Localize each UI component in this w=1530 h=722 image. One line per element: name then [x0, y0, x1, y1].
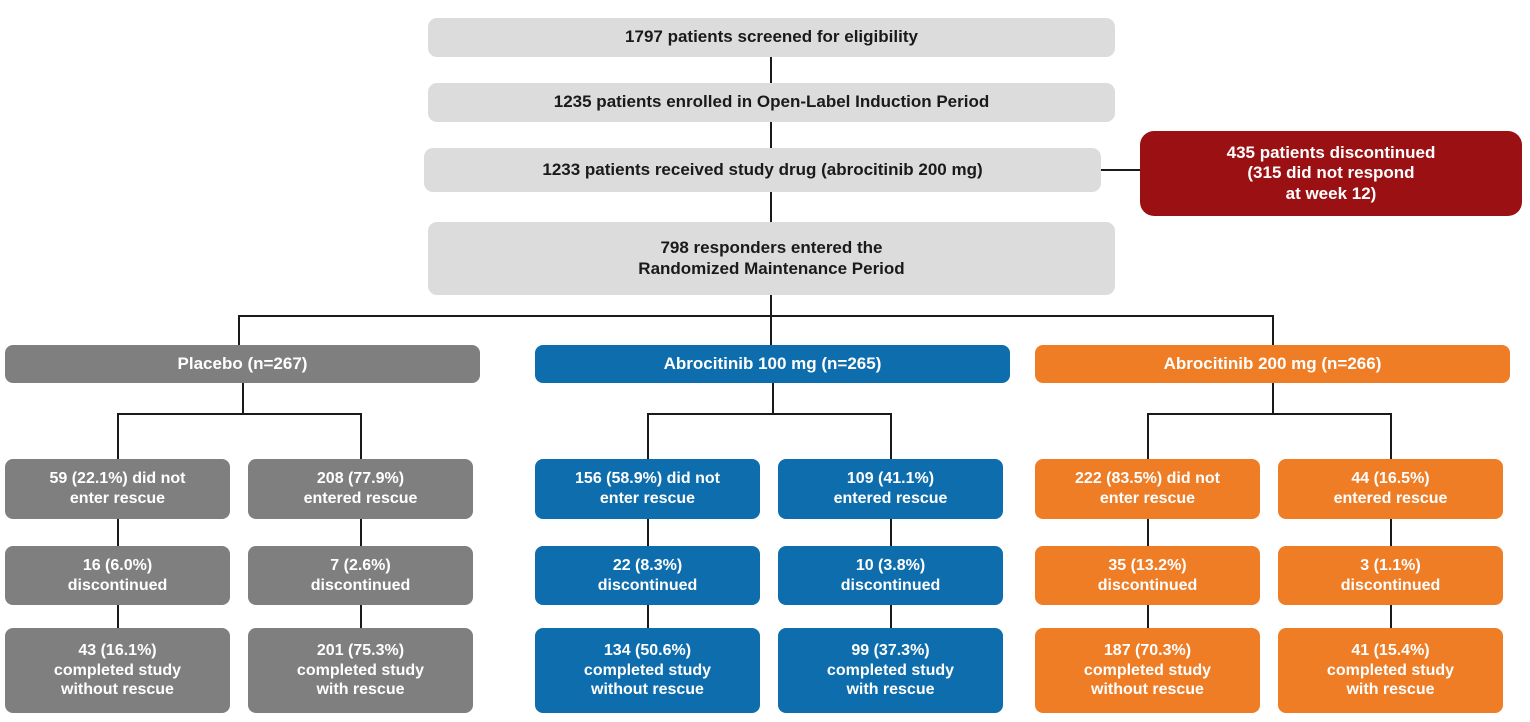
connector-line — [890, 413, 892, 459]
arm-header-abrocitinib-100: Abrocitinib 100 mg (n=265) — [535, 345, 1010, 383]
connector-line — [1147, 413, 1149, 459]
connector-line — [117, 519, 119, 546]
abrocitinib-200-no-rescue-discontinued-box: 35 (13.2%) discontinued — [1035, 546, 1260, 605]
abrocitinib-100-no-rescue-box: 156 (58.9%) did not enter rescue — [535, 459, 760, 519]
connector-line — [1390, 519, 1392, 546]
abrocitinib-200-completed-with-rescue-box: 41 (15.4%) completed study with rescue — [1278, 628, 1503, 713]
arm-header-placebo: Placebo (n=267) — [5, 345, 480, 383]
connector-line — [647, 605, 649, 628]
abrocitinib-100-rescue-discontinued-box: 10 (3.8%) discontinued — [778, 546, 1003, 605]
placebo-no-rescue-box: 59 (22.1%) did not enter rescue — [5, 459, 230, 519]
connector-line — [770, 315, 772, 345]
placebo-completed-with-rescue-box: 201 (75.3%) completed study with rescue — [248, 628, 473, 713]
connector-line — [117, 413, 362, 415]
connector-line — [647, 413, 649, 459]
connector-line — [890, 519, 892, 546]
abrocitinib-200-no-rescue-box: 222 (83.5%) did not enter rescue — [1035, 459, 1260, 519]
connector-line — [1147, 519, 1149, 546]
connector-line — [770, 295, 772, 317]
connector-line — [360, 413, 362, 459]
connector-line — [770, 122, 772, 148]
screened-box: 1797 patients screened for eligibility — [428, 18, 1115, 57]
connector-line — [1390, 605, 1392, 628]
connector-line — [238, 315, 1274, 317]
connector-line — [238, 315, 240, 345]
abrocitinib-200-rescue-box: 44 (16.5%) entered rescue — [1278, 459, 1503, 519]
enrolled-box: 1235 patients enrolled in Open-Label Ind… — [428, 83, 1115, 122]
connector-line — [242, 383, 244, 413]
connector-line — [647, 413, 892, 415]
connector-line — [117, 413, 119, 459]
received-drug-box: 1233 patients received study drug (abroc… — [424, 148, 1101, 192]
abrocitinib-100-rescue-box: 109 (41.1%) entered rescue — [778, 459, 1003, 519]
connector-line — [1272, 383, 1274, 413]
connector-line — [647, 519, 649, 546]
connector-line — [770, 57, 772, 83]
connector-line — [770, 192, 772, 222]
connector-line — [1101, 169, 1140, 171]
connector-line — [772, 383, 774, 413]
connector-line — [117, 605, 119, 628]
responders-box: 798 responders entered the Randomized Ma… — [428, 222, 1115, 295]
connector-line — [890, 605, 892, 628]
abrocitinib-100-completed-with-rescue-box: 99 (37.3%) completed study with rescue — [778, 628, 1003, 713]
abrocitinib-200-rescue-discontinued-box: 3 (1.1%) discontinued — [1278, 546, 1503, 605]
connector-line — [360, 519, 362, 546]
abrocitinib-200-completed-without-rescue-box: 187 (70.3%) completed study without resc… — [1035, 628, 1260, 713]
connector-line — [1390, 413, 1392, 459]
placebo-rescue-discontinued-box: 7 (2.6%) discontinued — [248, 546, 473, 605]
connector-line — [360, 605, 362, 628]
connector-line — [1147, 605, 1149, 628]
abrocitinib-100-no-rescue-discontinued-box: 22 (8.3%) discontinued — [535, 546, 760, 605]
abrocitinib-100-completed-without-rescue-box: 134 (50.6%) completed study without resc… — [535, 628, 760, 713]
placebo-completed-without-rescue-box: 43 (16.1%) completed study without rescu… — [5, 628, 230, 713]
connector-line — [1272, 315, 1274, 345]
discontinued-induction-box: 435 patients discontinued (315 did not r… — [1140, 131, 1522, 216]
connector-line — [1147, 413, 1392, 415]
placebo-no-rescue-discontinued-box: 16 (6.0%) discontinued — [5, 546, 230, 605]
arm-header-abrocitinib-200: Abrocitinib 200 mg (n=266) — [1035, 345, 1510, 383]
placebo-rescue-box: 208 (77.9%) entered rescue — [248, 459, 473, 519]
